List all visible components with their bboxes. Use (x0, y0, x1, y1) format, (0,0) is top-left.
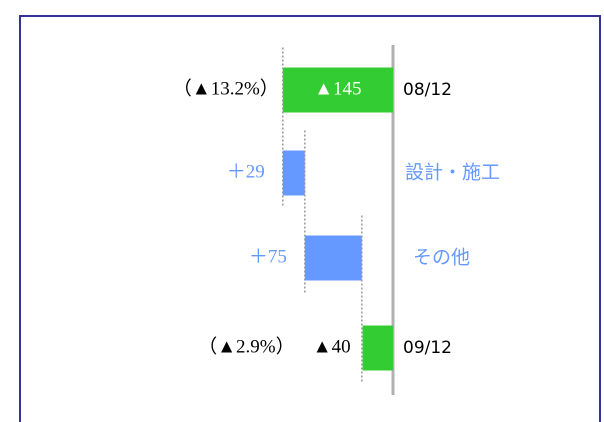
category-label: 設計・施工 (405, 162, 500, 184)
percent-label: （▲13.2%） (173, 77, 279, 99)
bar (362, 325, 393, 371)
percent-label: （▲2.9%） (198, 335, 294, 357)
value-label: ＋75 (249, 246, 287, 267)
bar (304, 235, 362, 281)
bar (282, 150, 305, 196)
category-label: その他 (413, 247, 470, 269)
category-label: 09/12 (403, 338, 452, 358)
bar (282, 67, 393, 113)
value-label: ▲145 (314, 78, 361, 99)
category-label: 08/12 (403, 80, 452, 100)
frame (19, 15, 601, 422)
value-label: ＋29 (227, 161, 265, 182)
value-label: ▲40 (313, 336, 351, 357)
